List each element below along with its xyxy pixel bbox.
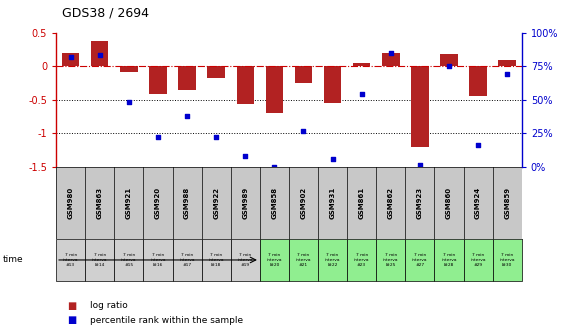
Bar — [434, 239, 463, 281]
Point — [387, 50, 396, 55]
Bar — [120, 66, 137, 72]
Bar — [498, 60, 516, 66]
Text: GSM931: GSM931 — [329, 187, 335, 219]
Point — [125, 100, 134, 105]
Text: GDS38 / 2694: GDS38 / 2694 — [62, 7, 149, 20]
Bar — [266, 66, 283, 113]
Point — [182, 113, 191, 118]
Bar — [353, 63, 370, 66]
Point — [270, 164, 279, 169]
Text: GSM989: GSM989 — [242, 187, 249, 219]
Bar — [376, 239, 405, 281]
Bar — [493, 239, 522, 281]
Text: 7 min
interva
#17: 7 min interva #17 — [180, 253, 195, 267]
Text: 7 min
interva
l#30: 7 min interva l#30 — [499, 253, 515, 267]
Point — [154, 135, 163, 140]
Point — [415, 163, 424, 168]
Text: 7 min
interva
l#25: 7 min interva l#25 — [383, 253, 398, 267]
Bar — [173, 239, 201, 281]
Bar — [231, 239, 260, 281]
Text: time: time — [3, 255, 24, 265]
Text: ■: ■ — [67, 316, 76, 325]
Text: 7 min
interva
#15: 7 min interva #15 — [121, 253, 137, 267]
Text: 7 min
interva
l#18: 7 min interva l#18 — [208, 253, 224, 267]
Text: GSM858: GSM858 — [272, 187, 277, 219]
Text: GSM923: GSM923 — [417, 187, 423, 219]
Point — [66, 54, 75, 60]
Bar — [260, 239, 289, 281]
Point — [473, 143, 482, 148]
Text: GSM920: GSM920 — [155, 187, 161, 219]
Text: 7 min
interva
#27: 7 min interva #27 — [412, 253, 427, 267]
Bar — [411, 66, 429, 147]
Text: GSM859: GSM859 — [504, 187, 510, 219]
Point — [357, 92, 366, 97]
Point — [328, 156, 337, 161]
Bar — [201, 239, 231, 281]
Text: 7 min
interva
#29: 7 min interva #29 — [470, 253, 486, 267]
Text: GSM988: GSM988 — [184, 187, 190, 219]
Bar — [91, 41, 108, 66]
Text: GSM980: GSM980 — [68, 187, 73, 219]
Text: GSM924: GSM924 — [475, 187, 481, 219]
Text: GSM922: GSM922 — [213, 187, 219, 219]
Bar — [178, 66, 196, 90]
Text: 7 min
interva
l#16: 7 min interva l#16 — [150, 253, 165, 267]
Bar — [56, 239, 85, 281]
Bar — [405, 239, 434, 281]
Point — [211, 135, 220, 140]
Bar — [470, 66, 487, 96]
Bar — [62, 53, 80, 66]
Bar — [463, 239, 493, 281]
Text: 7 min
interva
l#20: 7 min interva l#20 — [266, 253, 282, 267]
Text: log ratio: log ratio — [90, 301, 127, 310]
Bar — [237, 66, 254, 104]
Bar — [208, 66, 225, 78]
Bar — [289, 239, 318, 281]
Point — [503, 72, 512, 77]
Bar — [85, 239, 114, 281]
Text: 7 min
interva
l#22: 7 min interva l#22 — [325, 253, 341, 267]
Bar — [318, 239, 347, 281]
Bar — [144, 239, 173, 281]
Text: 7 min
interva
#21: 7 min interva #21 — [296, 253, 311, 267]
Text: 7 min
interva
l#14: 7 min interva l#14 — [92, 253, 108, 267]
Point — [444, 63, 453, 69]
Text: 7 min
interva
#23: 7 min interva #23 — [354, 253, 370, 267]
Text: GSM902: GSM902 — [301, 187, 306, 219]
Text: GSM861: GSM861 — [358, 187, 365, 219]
Point — [299, 128, 308, 133]
Text: GSM860: GSM860 — [446, 187, 452, 219]
Bar — [295, 66, 312, 83]
Bar — [347, 239, 376, 281]
Text: 7 min
interva
#19: 7 min interva #19 — [237, 253, 253, 267]
Bar — [114, 239, 144, 281]
Text: ■: ■ — [67, 301, 76, 311]
Bar — [382, 53, 399, 66]
Bar — [324, 66, 341, 103]
Text: GSM862: GSM862 — [388, 187, 394, 219]
Text: 7 min
interva
l#28: 7 min interva l#28 — [441, 253, 457, 267]
Text: GSM921: GSM921 — [126, 187, 132, 219]
Bar — [149, 66, 167, 95]
Bar — [440, 54, 458, 66]
Point — [241, 153, 250, 159]
Text: percentile rank within the sample: percentile rank within the sample — [90, 316, 243, 325]
Point — [95, 53, 104, 58]
Text: GSM863: GSM863 — [96, 187, 103, 219]
Text: 7 min
interva
#13: 7 min interva #13 — [63, 253, 79, 267]
